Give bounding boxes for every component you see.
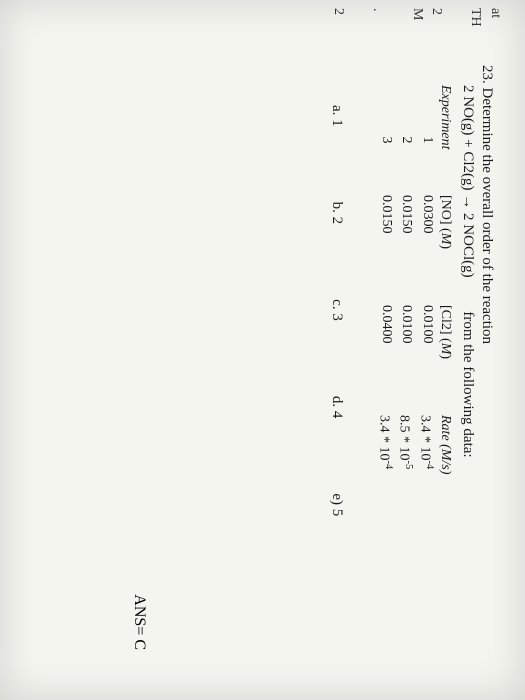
table-header: Experiment [NO] (M) [Cl2] (M) Rate (M/s) (437, 85, 453, 680)
cell-exp-3: 3 (375, 85, 394, 195)
reaction-line: 2 NO(g) + Cl2(g) → 2 NOCl(g) from the fo… (459, 85, 476, 680)
table-row: 2 0.0150 0.0100 8.5 * 10-5 (396, 85, 415, 680)
cell-rate-3: 3.4 * 10-4 (375, 415, 394, 545)
cell-no-2: 0.0150 (396, 195, 415, 305)
answer-choices: a. 1 b. 2 c. 3 d. 4 e) 5 (328, 105, 345, 680)
question-number: 23. (479, 65, 495, 84)
margin-text-4: M (407, 8, 427, 27)
cell-exp-2: 2 (396, 85, 415, 195)
header-no: [NO] (M) (438, 195, 453, 249)
page-surface: at TH 2 M . 2 23. Determine the overall … (0, 0, 525, 700)
header-experiment: Experiment (437, 85, 453, 195)
question-content: 23. Determine the overall order of the r… (328, 65, 495, 680)
question-prompt: 23. Determine the overall order of the r… (478, 65, 495, 680)
cell-cl2-2: 0.0100 (396, 305, 415, 415)
data-table: Experiment [NO] (M) [Cl2] (M) Rate (M/s)… (375, 85, 453, 680)
margin-text-1: at (485, 8, 505, 27)
question-text: Determine the overall order of the react… (479, 88, 495, 345)
from-text: from the following data: (460, 311, 476, 457)
margin-text-2: TH (466, 8, 486, 27)
answer-key: ANS= C (130, 594, 148, 650)
choice-a: a. 1 (328, 105, 345, 127)
cell-rate-2: 8.5 * 10-5 (396, 415, 415, 545)
table-row: 3 0.0150 0.0400 3.4 * 10-4 (375, 85, 394, 680)
cell-cl2-1: 0.0100 (416, 305, 435, 415)
choice-b: b. 2 (328, 202, 345, 225)
margin-text-3: 2 (427, 8, 447, 27)
margin-text-5: . (368, 8, 388, 27)
header-cl2: [Cl2] (M) (438, 305, 453, 359)
cell-no-3: 0.0150 (375, 195, 394, 305)
choice-d: d. 4 (328, 396, 345, 419)
cell-cl2-3: 0.0400 (375, 305, 394, 415)
margin-text-6: 2 (329, 8, 349, 27)
choice-e: e) 5 (328, 493, 345, 516)
left-margin-text: at TH 2 M . 2 (329, 8, 505, 27)
cell-exp-1: 1 (416, 85, 435, 195)
cell-rate-1: 3.4 * 10-4 (416, 415, 435, 545)
choice-c: c. 3 (328, 299, 345, 321)
header-rate: Rate (M/s) (438, 415, 453, 475)
table-row: 1 0.0300 0.0100 3.4 * 10-4 (416, 85, 435, 680)
cell-no-1: 0.0300 (416, 195, 435, 305)
reaction-equation: 2 NO(g) + Cl2(g) → 2 NOCl(g) (460, 85, 476, 278)
